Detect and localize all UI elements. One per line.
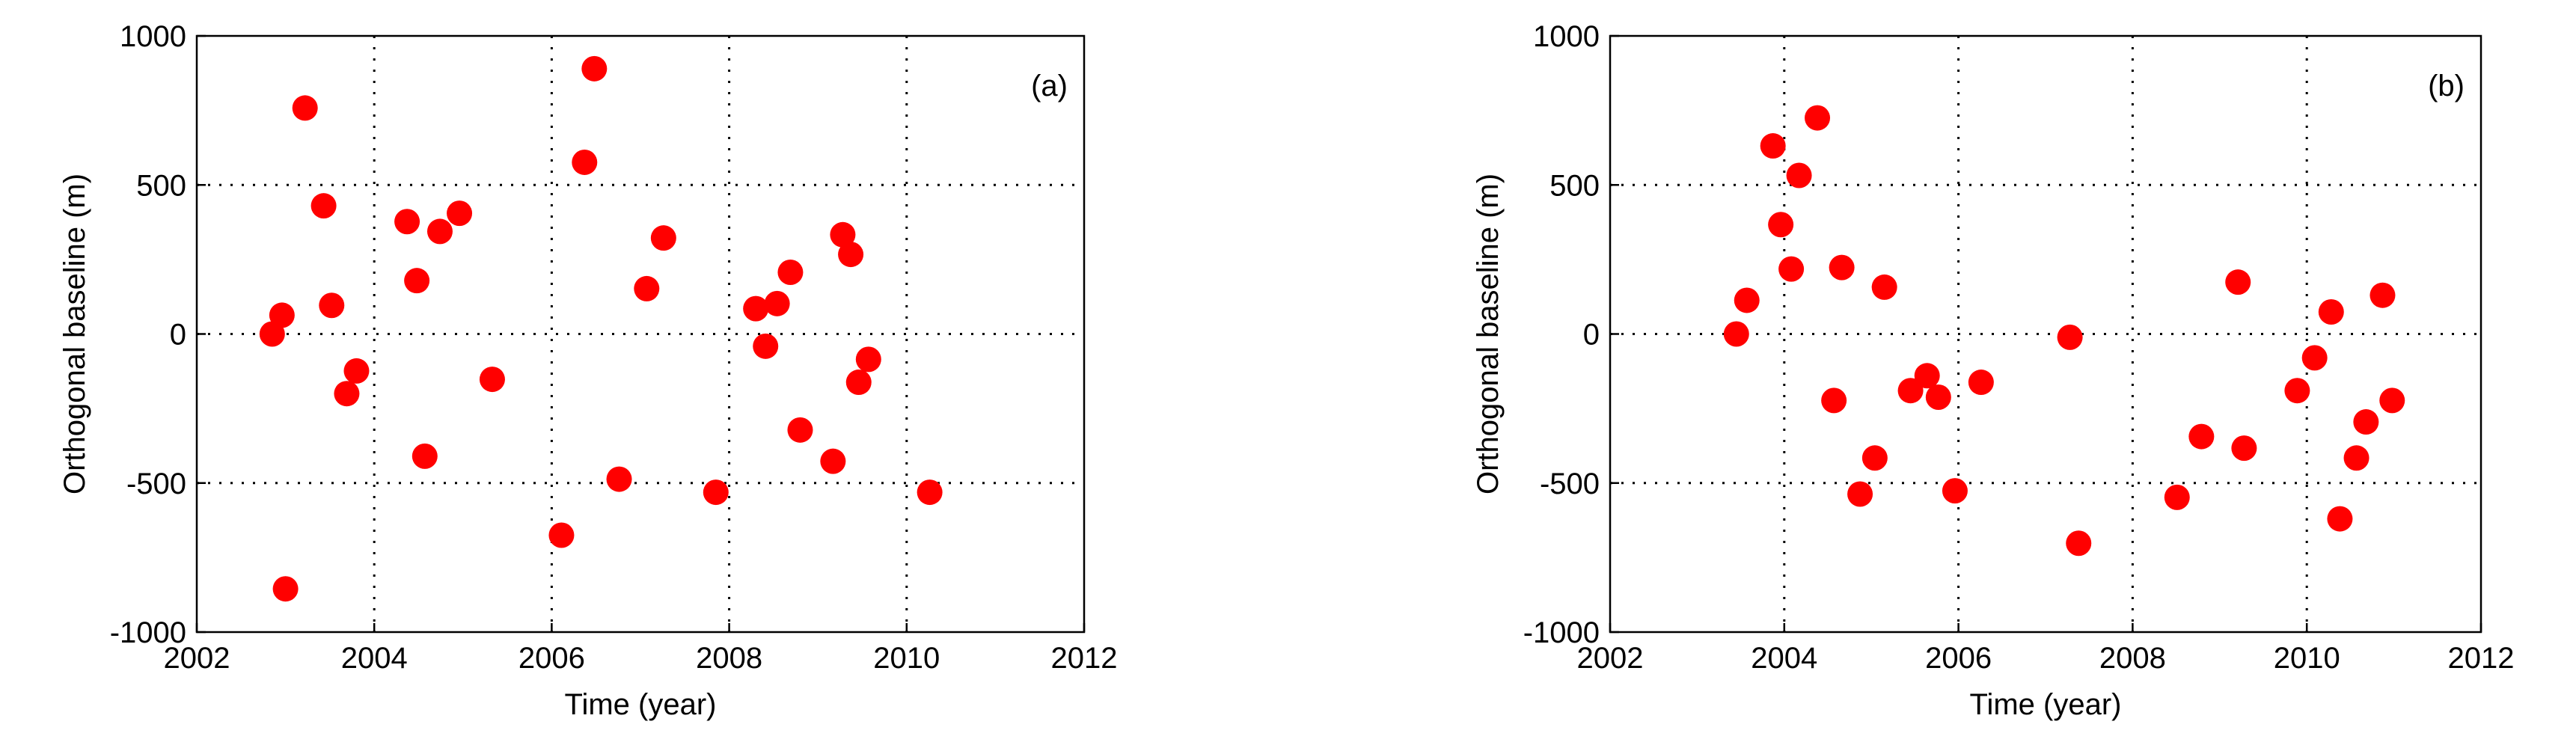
data-point [820,448,846,474]
data-point [1723,321,1749,347]
data-point [292,95,318,121]
data-point [2188,423,2215,450]
data-point [650,225,676,251]
data-point [845,370,872,396]
panel-label: (a) [1031,70,1068,102]
data-point [2370,282,2396,308]
data-point [2066,530,2092,557]
data-point [1847,481,1873,507]
data-point [2379,387,2405,414]
x-tick-label: 2002 [164,642,230,675]
data-point [1805,105,1831,131]
x-tick-label: 2010 [2274,642,2340,675]
data-point [830,221,856,248]
data-point [2231,435,2257,462]
x-tick-label: 2002 [1577,642,1644,675]
data-point [343,358,370,384]
data-point [1861,445,1888,471]
data-point [1786,162,1812,188]
y-tick-label: 1000 [120,20,186,53]
data-point [2318,299,2344,325]
y-tick-label: 0 [170,319,186,352]
data-point [838,242,864,268]
data-point [1821,387,1847,414]
data-point [412,443,438,469]
data-point [447,200,473,227]
data-point [1760,133,1786,159]
y-tick-label: -1000 [110,616,186,649]
plot-frame [195,34,1086,634]
data-point [743,295,769,322]
data-point [2225,269,2251,295]
data-point [777,260,804,286]
data-point [1968,370,1994,396]
x-tick-label: 2004 [1751,642,1817,675]
data-point [606,466,632,492]
x-tick-label: 2012 [2448,642,2515,675]
panel-label: (b) [2428,70,2465,102]
data-point [634,275,660,301]
data-point [753,333,779,359]
data-point [1897,378,1924,404]
data-point [2164,484,2190,510]
data-point [855,346,881,373]
data-point [581,55,608,82]
data-point [1829,254,1855,281]
data-point [703,479,729,506]
data-point [1925,384,1951,410]
data-point [319,292,345,319]
data-point [2057,324,2083,350]
data-point [572,149,598,175]
x-tick-label: 2008 [696,642,762,675]
x-tick-label: 2012 [1051,642,1118,675]
y-tick-label: -1000 [1523,616,1600,649]
data-point [1914,363,1940,389]
data-point [394,209,420,235]
data-point [1734,287,1760,313]
data-point [2284,378,2310,404]
data-point [2327,506,2353,532]
data-point [548,522,575,548]
data-point [404,268,430,294]
data-point [269,302,295,328]
y-tick-label: 500 [136,169,186,202]
data-point [479,367,505,393]
data-point [1778,256,1805,282]
data-point [764,290,790,316]
data-point [2301,345,2328,371]
data-point [787,417,813,443]
y-tick-label: -500 [1540,468,1600,500]
data-point [917,479,943,506]
x-axis-label: Time (year) [565,688,717,721]
data-point [1942,478,1968,504]
x-tick-label: 2006 [518,642,585,675]
x-tick-label: 2004 [341,642,408,675]
x-axis-label: Time (year) [1970,688,2122,721]
x-tick-label: 2006 [1925,642,1992,675]
data-point [1768,212,1794,238]
y-tick-label: 500 [1549,169,1600,202]
x-tick-label: 2010 [873,642,940,675]
plot-area [1610,36,2481,632]
plot-frame [1609,34,2482,634]
plot-area [197,36,1084,632]
data-point [259,321,285,347]
x-tick-label: 2008 [2099,642,2166,675]
data-point [1871,274,1897,300]
data-point [310,193,337,219]
y-tick-label: -500 [126,468,186,500]
data-point [2353,409,2379,435]
data-point [272,576,299,602]
data-point [426,218,453,245]
y-axis-label: Orthogonal baseline (m) [1472,174,1505,494]
y-tick-label: 1000 [1533,20,1600,53]
y-tick-label: 0 [1583,319,1600,352]
data-point [334,381,360,407]
y-axis-label: Orthogonal baseline (m) [58,174,91,494]
data-point [2343,445,2370,471]
